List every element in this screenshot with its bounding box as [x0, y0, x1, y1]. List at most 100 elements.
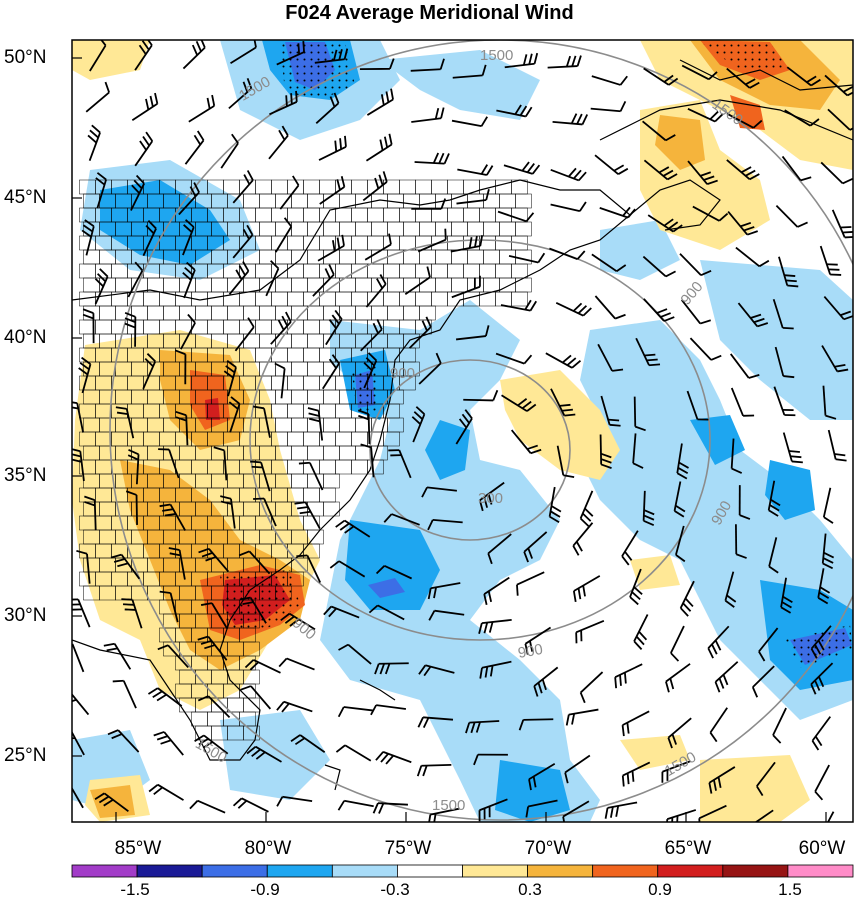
colorbar-swatch: [136, 864, 203, 878]
wind-barb: [89, 40, 107, 72]
wind-barb: [590, 100, 627, 113]
wind-barb: [549, 247, 586, 261]
wind-barb: [95, 172, 107, 209]
wind-barb: [692, 205, 729, 222]
map-frame: [71, 39, 854, 823]
wind-barb: [670, 625, 685, 662]
wind-barb: [240, 685, 272, 710]
colorbar-label: 1.5: [778, 880, 802, 899]
wind-barb: [643, 159, 678, 181]
wind-barb: [599, 434, 612, 470]
wind-barb: [244, 659, 281, 674]
county-cell: [323, 501, 340, 517]
wind-barb: [418, 352, 442, 385]
wind-barb: [370, 704, 407, 716]
wind-barb: [456, 189, 490, 205]
wind-barb: [337, 706, 374, 718]
wind-barb: [621, 530, 639, 566]
wind-barb: [365, 133, 393, 162]
county-cell: [275, 585, 292, 601]
wind-barb: [483, 576, 510, 606]
contour-label: 900: [517, 641, 545, 662]
colorbar-swatch: [787, 864, 854, 878]
county-cell: [399, 375, 416, 391]
wind-barb: [159, 590, 179, 623]
county-cell: [303, 543, 320, 559]
wind-barb: [496, 104, 533, 118]
wind-barb: [94, 268, 109, 305]
wind-barb: [523, 531, 548, 563]
wind-barb: [724, 571, 737, 608]
wind-barb: [781, 155, 812, 182]
wind-barb: [633, 614, 649, 651]
wind-barb: [827, 108, 853, 131]
contour-label-1500-south: 1500: [432, 797, 465, 814]
wind-barb: [374, 662, 409, 675]
wind-barb: [726, 159, 760, 181]
wind-barb: [780, 577, 793, 614]
wind-barb: [230, 40, 257, 64]
wind-barb: [142, 220, 157, 257]
wind-barb: [822, 487, 834, 524]
wind-barb: [594, 154, 629, 175]
wind-barb: [408, 316, 432, 349]
wind-barb: [564, 754, 591, 784]
wind-barb: [524, 626, 552, 655]
wind-barb: [550, 388, 576, 417]
wind-barb: [153, 731, 184, 756]
wind-barb: [497, 210, 535, 223]
wind-barb: [72, 786, 84, 809]
wind-barb: [547, 55, 582, 69]
wind-barb: [503, 161, 541, 175]
wind-barb: [594, 295, 626, 320]
wind-barb: [239, 596, 267, 624]
wind-barb: [621, 710, 650, 737]
colorbar-swatch: [201, 864, 268, 878]
colorbar-swatch: [657, 864, 724, 878]
significance-stippling: [220, 42, 853, 668]
wind-barb: [157, 644, 189, 669]
wind-barb: [550, 201, 587, 213]
wind-barb: [307, 407, 324, 441]
wind-barb: [427, 582, 461, 600]
shading-negative-strong: [100, 40, 853, 822]
axis-ticks: [72, 57, 827, 822]
wind-barb: [819, 245, 842, 276]
wind-barb: [335, 519, 371, 538]
wind-barb: [274, 217, 293, 253]
wind-barb: [463, 389, 499, 402]
wind-barb: [708, 766, 736, 794]
colorbar-label: 0.9: [648, 880, 672, 899]
wind-barb: [278, 657, 315, 671]
wind-barb: [276, 41, 305, 66]
wind-barb: [78, 356, 92, 394]
wind-barb: [545, 352, 582, 369]
wind-barb: [276, 795, 313, 807]
wind-barb: [774, 346, 795, 379]
wind-barb: [269, 90, 298, 116]
wind-barb: [411, 406, 426, 443]
wind-barb: [416, 763, 452, 777]
wind-barb: [516, 571, 545, 596]
wind-barb: [810, 625, 832, 659]
wind-barb: [130, 174, 145, 211]
colorbar-swatch: [331, 864, 398, 878]
wind-barb: [773, 386, 796, 417]
wind-barb: [778, 256, 799, 288]
wind-barb: [220, 495, 236, 529]
wind-barb: [404, 266, 431, 296]
wind-barb: [81, 219, 95, 256]
wind-barb: [681, 299, 711, 325]
wind-barb: [411, 107, 445, 123]
wind-barb: [198, 547, 230, 573]
height-contours: [109, 40, 853, 821]
wind-barb: [552, 113, 589, 126]
lon-label: 70°W: [524, 838, 572, 859]
wind-barb: [501, 394, 537, 412]
wind-barb: [189, 799, 226, 814]
colorbar-swatch: [266, 864, 333, 878]
wind-barb: [614, 663, 643, 689]
wind-barb: [280, 612, 316, 631]
contour-label: 300: [478, 490, 503, 507]
